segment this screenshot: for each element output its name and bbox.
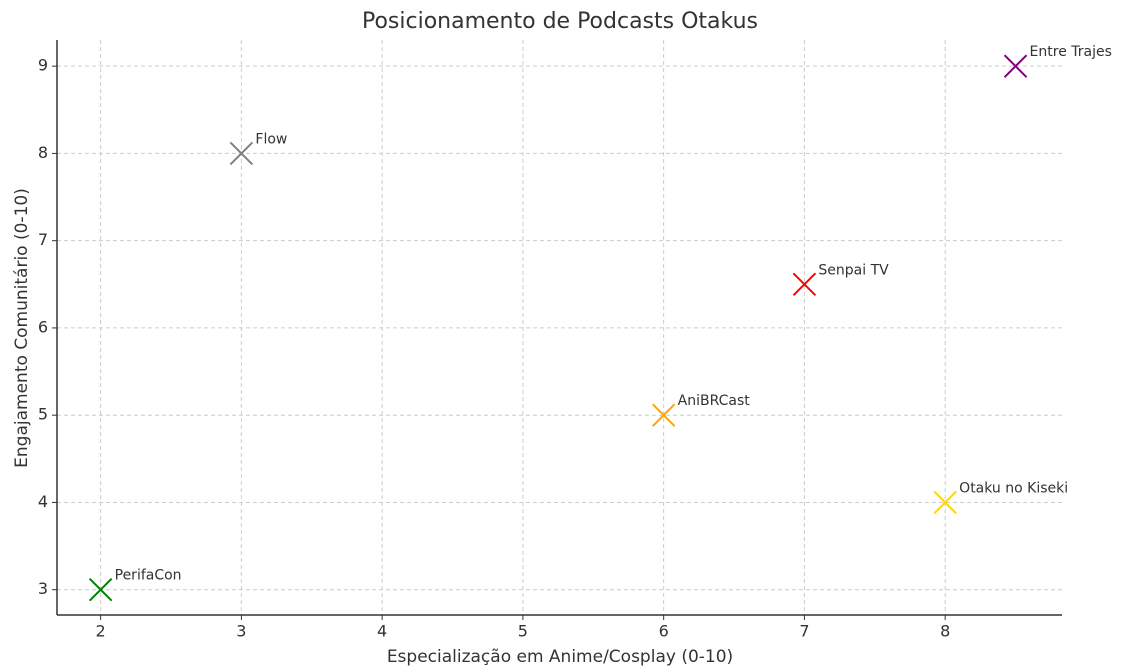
point-label: Entre Trajes bbox=[1030, 44, 1112, 60]
x-tick-label: 8 bbox=[940, 622, 950, 641]
chart-title: Posicionamento de Podcasts Otakus bbox=[362, 9, 758, 34]
marker bbox=[1003, 54, 1028, 78]
y-tick-label: 7 bbox=[38, 230, 48, 249]
x-tick-label: 6 bbox=[659, 622, 669, 641]
x-tick-label: 7 bbox=[799, 622, 809, 641]
x-tick-label: 4 bbox=[377, 622, 387, 641]
x-tick-label: 3 bbox=[236, 622, 246, 641]
y-axis-label: Engajamento Comunitário (0-10) bbox=[12, 188, 32, 468]
marker bbox=[651, 403, 676, 427]
marker bbox=[229, 141, 254, 166]
marker bbox=[792, 272, 817, 297]
point-label: PerifaCon bbox=[115, 568, 182, 584]
y-tick-label: 6 bbox=[38, 317, 48, 336]
x-axis-label: Especialização em Anime/Cosplay (0-10) bbox=[387, 647, 733, 667]
marker bbox=[88, 577, 113, 602]
point-label: Senpai TV bbox=[818, 262, 889, 278]
y-tick-label: 3 bbox=[38, 579, 48, 598]
y-tick-label: 4 bbox=[38, 492, 48, 511]
y-tick-label: 9 bbox=[38, 56, 48, 75]
point-label: Flow bbox=[255, 131, 287, 147]
y-tick-label: 5 bbox=[38, 405, 48, 424]
point-label: Otaku no Kiseki bbox=[959, 480, 1068, 496]
y-tick-label: 8 bbox=[38, 143, 48, 162]
x-tick-label: 2 bbox=[96, 622, 106, 641]
point-label: AniBRCast bbox=[678, 393, 751, 409]
marker bbox=[933, 490, 957, 515]
x-tick-label: 5 bbox=[518, 622, 528, 641]
